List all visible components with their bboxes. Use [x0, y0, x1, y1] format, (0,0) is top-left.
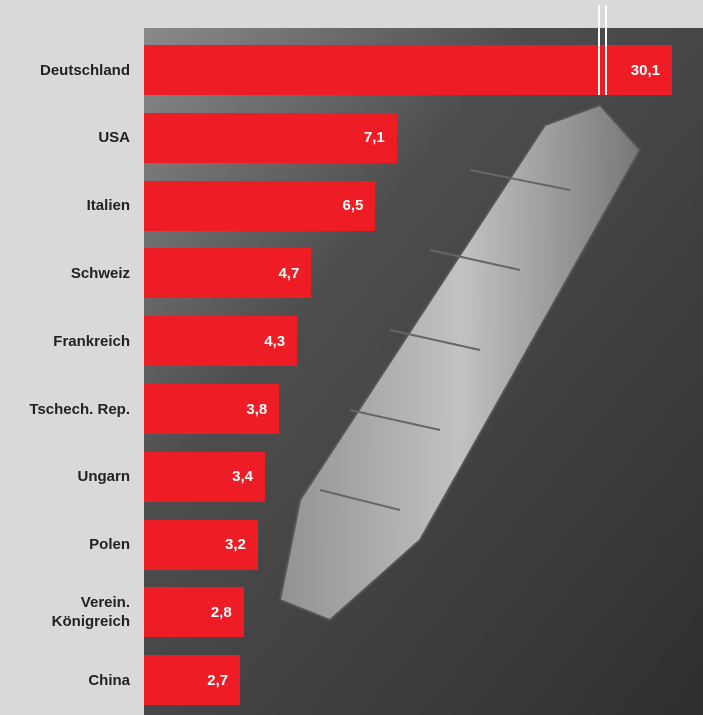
category-label: Frankreich [8, 316, 130, 366]
value-label: 3,4 [144, 452, 253, 502]
value-label: 4,7 [144, 248, 299, 298]
value-label: 4,3 [144, 316, 285, 366]
category-label: Polen [8, 520, 130, 570]
value-label: 2,7 [144, 655, 228, 705]
value-label: 7,1 [144, 113, 385, 163]
value-label: 30,1 [144, 45, 660, 95]
category-label: Verein. Königreich [8, 587, 130, 637]
category-label: China [8, 655, 130, 705]
category-label: Tschech. Rep. [8, 384, 130, 434]
value-label: 2,8 [144, 587, 232, 637]
category-label: Schweiz [8, 248, 130, 298]
category-label: USA [8, 113, 130, 163]
category-label: Italien [8, 181, 130, 231]
value-label: 6,5 [144, 181, 363, 231]
category-label: Ungarn [8, 452, 130, 502]
value-label: 3,8 [144, 384, 267, 434]
chart: Deutschland 30,1 USA 7,1 Italien 6,5 Schweiz 4,… [0, 0, 703, 715]
value-label: 3,2 [144, 520, 246, 570]
category-label: Deutschland [8, 45, 130, 95]
